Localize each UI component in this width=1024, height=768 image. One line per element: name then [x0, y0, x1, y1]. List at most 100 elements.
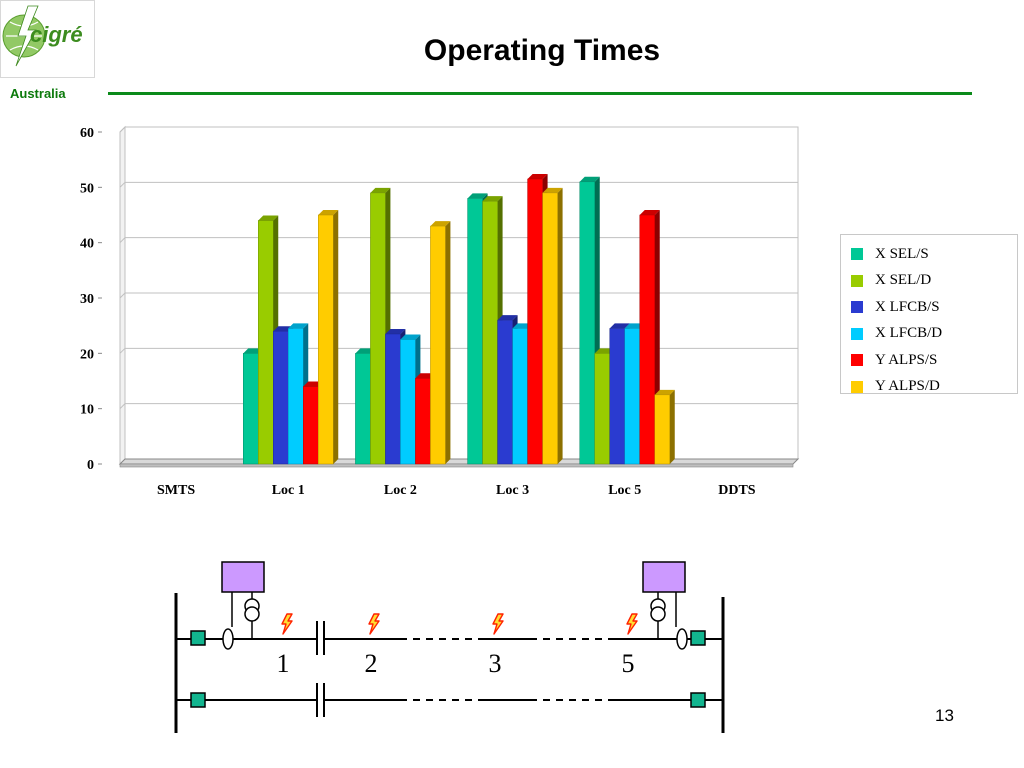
bar-side [669, 389, 675, 464]
node-lower-right [690, 692, 706, 708]
bar [273, 330, 289, 465]
bar-top [482, 196, 503, 202]
right-relay-box [642, 561, 686, 593]
bar [355, 353, 371, 465]
legend-swatch [851, 327, 863, 340]
location-label-5: 5 [622, 649, 635, 678]
y-tick-label: 10 [80, 403, 94, 418]
location-label-2: 2 [365, 649, 378, 678]
bar [579, 181, 595, 465]
legend-swatch [851, 301, 863, 314]
page-number: 13 [935, 706, 954, 725]
bar [542, 192, 558, 465]
bar-top [258, 215, 279, 221]
y-tick-label: 30 [80, 292, 94, 307]
legend-item: X LFCB/S [851, 294, 1017, 321]
legend-label: X LFCB/D [875, 325, 943, 342]
bar [258, 220, 274, 465]
bar [497, 319, 513, 465]
legend-item: Y ALPS/S [851, 347, 1017, 374]
gridline [119, 403, 798, 410]
bar [288, 328, 304, 465]
gridline [119, 347, 798, 354]
bar [400, 339, 416, 465]
bar [482, 200, 498, 465]
bar [467, 198, 483, 465]
bar [430, 225, 446, 465]
x-tick-label: Loc 3 [496, 483, 529, 498]
operating-times-chart: 0 10 20 30 40 50 60 SMTS Loc 1 Loc 2 Loc 3 Loc 5 DDT… [80, 125, 800, 498]
y-tick-label: 40 [80, 237, 94, 252]
legend-label: Y ALPS/D [875, 378, 940, 395]
x-tick-label: Loc 2 [384, 483, 417, 498]
left-ct [222, 628, 234, 650]
y-tick-label: 20 [80, 347, 94, 362]
legend-swatch [851, 274, 863, 287]
legend-item: X SEL/D [851, 268, 1017, 295]
bar [639, 214, 655, 465]
bar-top [467, 193, 488, 199]
bar [243, 353, 259, 465]
right-ct [676, 628, 688, 650]
bar [318, 214, 334, 465]
y-tick-label: 0 [87, 458, 94, 473]
location-label-3: 3 [489, 649, 502, 678]
left-relay-box [221, 561, 265, 593]
plot-floor-edge [119, 463, 794, 468]
node-upper-right [690, 630, 706, 646]
plot-floor [118, 458, 800, 465]
cigre-logo [0, 0, 95, 78]
bar [609, 328, 625, 465]
bar [512, 328, 528, 465]
bar [370, 192, 386, 465]
chart-legend: X SEL/S X SEL/D X LFCB/S X LFCB/D Y ALPS/S Y … [840, 234, 1018, 394]
bar-top [385, 328, 406, 334]
bar-top [579, 176, 600, 182]
x-tick-label: Loc 5 [608, 483, 641, 498]
fault-icon-5 [626, 613, 638, 635]
bar [303, 386, 319, 465]
bar-top [430, 221, 451, 227]
bar-top [288, 323, 309, 329]
legend-label: X SEL/S [875, 245, 929, 262]
bar-top [400, 334, 421, 340]
gridline [119, 181, 798, 188]
org-label: Australia [10, 86, 66, 101]
legend-label: X SEL/D [875, 272, 932, 289]
bar-top [497, 315, 518, 321]
right-vt-bottom [650, 606, 666, 622]
legend-swatch [851, 248, 863, 261]
node-upper-left [190, 630, 206, 646]
x-tick-label: Loc 1 [272, 483, 305, 498]
page-title: Operating Times [423, 34, 661, 67]
bar-side [333, 210, 339, 464]
bar-top [542, 187, 563, 193]
bar-side [557, 187, 563, 464]
legend-item: X SEL/S [851, 241, 1017, 268]
bar-top [609, 323, 630, 329]
bar-top [370, 187, 391, 193]
bar-top [639, 210, 660, 215]
x-tick-label: SMTS [157, 483, 195, 498]
line-diagram: 1 2 3 5 [174, 561, 725, 733]
x-tick-label: DDTS [718, 483, 756, 498]
bar [527, 178, 543, 465]
bar-top [318, 210, 339, 215]
fault-icon-1 [281, 613, 293, 635]
node-lower-left [190, 692, 206, 708]
y-tick-label: 60 [80, 126, 94, 141]
gridline [119, 126, 798, 133]
legend-swatch [851, 380, 863, 393]
legend-item: Y ALPS/D [851, 374, 1017, 401]
legend-swatch [851, 354, 863, 367]
gridline [119, 292, 798, 299]
bar-top [654, 389, 675, 395]
legend-label: X LFCB/S [875, 298, 940, 315]
bar-side [445, 221, 451, 464]
y-tick-label: 50 [80, 181, 94, 196]
gridline [119, 237, 798, 244]
bar [654, 394, 670, 465]
bar-top [527, 174, 548, 180]
bar [415, 377, 431, 465]
fault-icon-3 [492, 613, 504, 635]
